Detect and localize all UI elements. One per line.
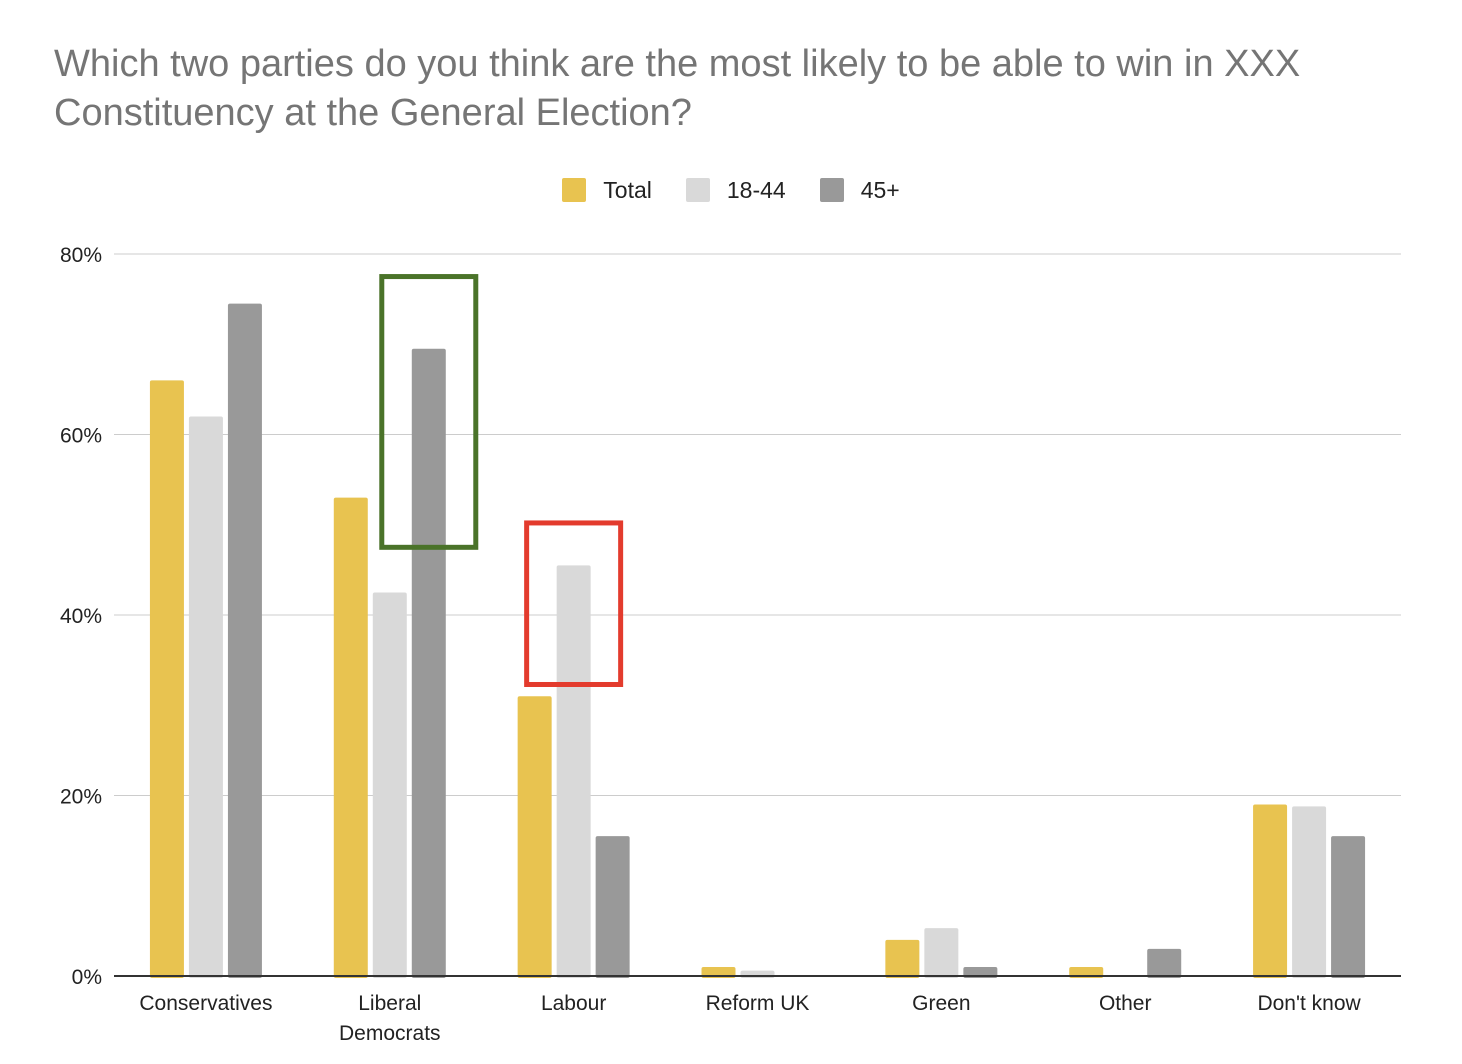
x-tick-label: Don't know bbox=[1257, 992, 1361, 1015]
legend-swatch-total bbox=[562, 178, 587, 202]
bar bbox=[1147, 948, 1182, 978]
x-tick-label: Democrats bbox=[339, 1022, 441, 1045]
legend-label-total: Total bbox=[603, 176, 652, 203]
y-tick-label: 0% bbox=[72, 966, 102, 989]
legend-swatch-45-plus bbox=[819, 178, 844, 202]
bar bbox=[227, 303, 262, 978]
legend-label-18-44: 18-44 bbox=[726, 176, 786, 203]
legend-swatch-18-44 bbox=[685, 178, 710, 202]
bar bbox=[517, 696, 552, 978]
x-tick-label: Reform UK bbox=[706, 992, 810, 1015]
bar bbox=[1331, 836, 1366, 978]
bar bbox=[411, 348, 446, 978]
bar bbox=[1253, 804, 1288, 978]
bar bbox=[333, 497, 368, 978]
y-tick-label: 20% bbox=[60, 786, 102, 809]
bar bbox=[149, 380, 184, 979]
legend-item-45-plus: 45+ bbox=[819, 176, 900, 204]
bar bbox=[1292, 806, 1327, 978]
chart-title: Which two parties do you think are the m… bbox=[54, 43, 1301, 134]
x-tick-label: Green bbox=[912, 992, 970, 1015]
x-tick-label: Liberal bbox=[358, 992, 421, 1015]
legend-label-45-plus: 45+ bbox=[860, 176, 900, 203]
legend-item-total: Total bbox=[562, 177, 652, 204]
legend: Total 18-44 45+ bbox=[0, 173, 1462, 207]
highlight-box bbox=[524, 520, 624, 687]
y-tick-label: 80% bbox=[60, 244, 102, 267]
y-tick-label: 60% bbox=[60, 425, 102, 448]
x-tick-label: Labour bbox=[541, 992, 606, 1015]
bar bbox=[372, 592, 407, 978]
y-tick-label: 40% bbox=[60, 605, 102, 628]
bar bbox=[556, 565, 591, 978]
bar bbox=[924, 928, 959, 978]
x-tick-label: Conservatives bbox=[139, 992, 272, 1015]
x-tick-label: Other bbox=[1099, 992, 1152, 1015]
bar bbox=[188, 416, 223, 978]
highlight-box bbox=[379, 274, 479, 550]
bar bbox=[595, 836, 630, 978]
legend-item-18-44: 18-44 bbox=[685, 176, 786, 204]
bar bbox=[885, 939, 920, 978]
